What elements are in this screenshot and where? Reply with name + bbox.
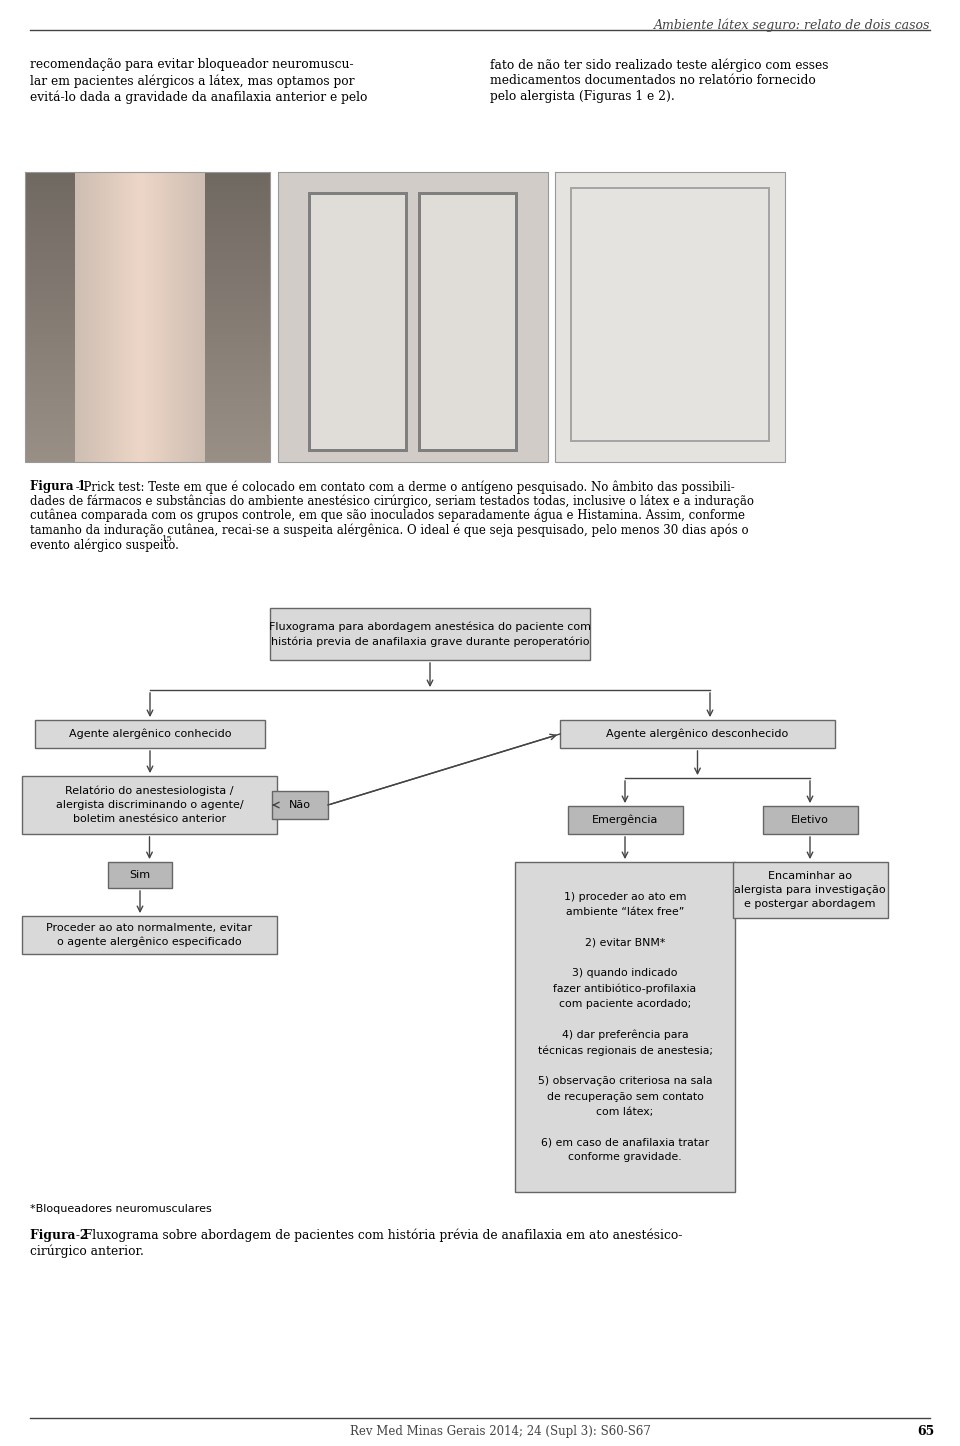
Text: 15: 15 <box>162 535 173 544</box>
Text: cutânea comparada com os grupos controle, em que são inoculados separadamente ág: cutânea comparada com os grupos controle… <box>30 509 745 522</box>
Text: evitá-lo dada a gravidade da anafilaxia anterior e pelo: evitá-lo dada a gravidade da anafilaxia … <box>30 90 368 104</box>
Text: *Bloqueadores neuromusculares: *Bloqueadores neuromusculares <box>30 1205 212 1215</box>
Text: Relatório do anestesiologista /
alergista discriminando o agente/
boletim anesté: Relatório do anestesiologista / alergist… <box>56 785 243 824</box>
Text: dades de fármacos e substâncias do ambiente anestésico cirúrgico, seriam testado: dades de fármacos e substâncias do ambie… <box>30 495 754 508</box>
Text: Encaminhar ao
alergista para investigação
e postergar abordagem: Encaminhar ao alergista para investigaçã… <box>734 870 886 910</box>
Text: fato de não ter sido realizado teste alérgico com esses: fato de não ter sido realizado teste alé… <box>490 58 828 71</box>
Text: Eletivo: Eletivo <box>791 816 828 826</box>
FancyBboxPatch shape <box>515 862 735 1192</box>
Text: recomendação para evitar bloqueador neuromuscu-: recomendação para evitar bloqueador neur… <box>30 58 353 71</box>
Text: lar em pacientes alérgicos a látex, mas optamos por: lar em pacientes alérgicos a látex, mas … <box>30 74 354 88</box>
FancyBboxPatch shape <box>762 805 857 834</box>
FancyBboxPatch shape <box>22 777 277 834</box>
Text: - Prick test: Teste em que é colocado em contato com a derme o antígeno pesquisa: - Prick test: Teste em que é colocado em… <box>72 480 734 493</box>
Text: - Fluxograma sobre abordagem de pacientes com história prévia de anafilaxia em a: - Fluxograma sobre abordagem de paciente… <box>72 1229 683 1242</box>
FancyBboxPatch shape <box>108 862 172 888</box>
Text: tamanho da induração cutânea, recai-se a suspeita alérgênica. O ideal é que seja: tamanho da induração cutânea, recai-se a… <box>30 523 749 536</box>
Text: cirúrgico anterior.: cirúrgico anterior. <box>30 1244 144 1258</box>
Text: Rev Med Minas Gerais 2014; 24 (Supl 3): S60-S67: Rev Med Minas Gerais 2014; 24 (Supl 3): … <box>349 1424 651 1437</box>
FancyBboxPatch shape <box>22 915 277 954</box>
Text: Figura 2: Figura 2 <box>30 1229 88 1242</box>
Text: Não: Não <box>289 800 311 810</box>
FancyBboxPatch shape <box>272 791 328 818</box>
Text: 1) proceder ao ato em
ambiente “látex free”

2) evitar BNM*

3) quando indicado
: 1) proceder ao ato em ambiente “látex fr… <box>538 892 712 1163</box>
FancyBboxPatch shape <box>567 805 683 834</box>
Text: Agente alergênico desconhecido: Agente alergênico desconhecido <box>607 729 788 739</box>
Text: Ambiente látex seguro: relato de dois casos: Ambiente látex seguro: relato de dois ca… <box>654 17 930 32</box>
Text: Fluxograma para abordagem anestésica do paciente com
história previa de anafilax: Fluxograma para abordagem anestésica do … <box>269 622 591 646</box>
Text: evento alérgico suspeito.: evento alérgico suspeito. <box>30 538 179 551</box>
Text: Figura 1: Figura 1 <box>30 480 85 493</box>
Text: medicamentos documentados no relatório fornecido: medicamentos documentados no relatório f… <box>490 74 816 87</box>
FancyBboxPatch shape <box>35 720 265 748</box>
Text: Agente alergênico conhecido: Agente alergênico conhecido <box>69 729 231 739</box>
Text: Sim: Sim <box>130 870 151 881</box>
FancyBboxPatch shape <box>270 607 590 659</box>
FancyBboxPatch shape <box>560 720 835 748</box>
Text: Emergência: Emergência <box>591 814 659 826</box>
Text: Proceder ao ato normalmente, evitar
o agente alergênico especificado: Proceder ao ato normalmente, evitar o ag… <box>46 923 252 947</box>
FancyBboxPatch shape <box>732 862 887 918</box>
Text: pelo alergista (Figuras 1 e 2).: pelo alergista (Figuras 1 e 2). <box>490 90 675 103</box>
Text: 65: 65 <box>918 1424 935 1437</box>
